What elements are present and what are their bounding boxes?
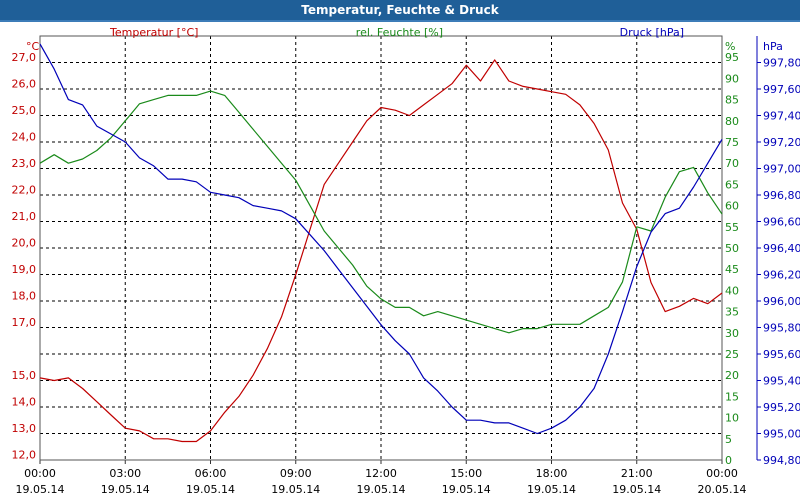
x-tick-time: 09:00: [280, 467, 312, 480]
plot-frame: [39, 35, 723, 461]
x-tick-time: 00:00: [24, 467, 56, 480]
pressure-unit: hPa: [763, 40, 783, 53]
x-tick-date: 20.05.14: [698, 483, 747, 496]
chart-canvas: 00:00 19.05.14 03:00 19.05.14 06:00 19.05.14 0…: [12, 26, 800, 496]
x-tick-date: 19.05.14: [186, 483, 235, 496]
x-tick-time: 03:00: [109, 467, 141, 480]
pressure-tick-label: 994,80: [763, 454, 800, 467]
temperature-unit: °C: [26, 40, 40, 53]
x-tick-date: 19.05.14: [612, 483, 661, 496]
pressure-tick-label: 996,80: [763, 189, 800, 202]
x-tick-time: 15:00: [450, 467, 482, 480]
humidity-tick-label: 5: [725, 433, 732, 446]
temperature-axis-title: Temperatur [°C]: [109, 26, 198, 39]
humidity-axis-title: rel. Feuchte [%]: [356, 26, 443, 39]
x-tick-time: 21:00: [621, 467, 653, 480]
pressure-tick-label: 996,40: [763, 242, 800, 255]
pressure-series-line: [39, 43, 723, 435]
humidity-tick-label: 35: [725, 306, 739, 319]
pressure-tick-label: 996,00: [763, 295, 800, 308]
x-tick-time: 18:00: [536, 467, 568, 480]
pressure-tick-label: 997,80: [763, 57, 800, 70]
x-tick-date: 19.05.14: [357, 483, 406, 496]
humidity-tick-label: 75: [725, 136, 739, 149]
pressure-tick-label: 997,40: [763, 110, 800, 123]
humidity-tick-label: 15: [725, 390, 739, 403]
temperature-tick-label: 12,0: [12, 449, 37, 462]
pressure-tick-label: 995,20: [763, 401, 800, 414]
pressure-tick-label: 997,00: [763, 163, 800, 176]
humidity-tick-label: 90: [725, 72, 739, 85]
pressure-tick-label: 995,60: [763, 348, 800, 361]
x-tick-date: 19.05.14: [271, 483, 320, 496]
temperature-tick-label: 19,0: [12, 263, 37, 276]
humidity-tick-label: 60: [725, 200, 739, 213]
humidity-tick-label: 25: [725, 348, 739, 361]
humidity-tick-label: 95: [725, 51, 739, 64]
temperature-series-line: [39, 59, 723, 443]
humidity-series-line: [39, 90, 723, 334]
x-tick-time: 00:00: [706, 467, 738, 480]
temperature-tick-label: 26,0: [12, 78, 37, 91]
pressure-tick-label: 997,20: [763, 136, 800, 149]
humidity-tick-label: 45: [725, 263, 739, 276]
humidity-tick-label: 40: [725, 284, 739, 297]
x-tick-date: 19.05.14: [101, 483, 150, 496]
humidity-tick-label: 0: [725, 454, 732, 467]
temperature-tick-label: 17,0: [12, 316, 37, 329]
window-title-bar: Temperatur, Feuchte & Druck: [0, 0, 800, 22]
temperature-tick-label: 13,0: [12, 422, 37, 435]
temperature-tick-label: 25,0: [12, 104, 37, 117]
x-tick-time: 12:00: [365, 467, 397, 480]
temperature-tick-label: 27,0: [12, 51, 37, 64]
pressure-axis-title: Druck [hPa]: [620, 26, 684, 39]
temperature-tick-label: 24,0: [12, 131, 37, 144]
window-title: Temperatur, Feuchte & Druck: [301, 3, 499, 17]
pressure-tick-label: 997,60: [763, 83, 800, 96]
temperature-tick-label: 18,0: [12, 290, 37, 303]
humidity-tick-label: 70: [725, 157, 739, 170]
humidity-tick-label: 55: [725, 221, 739, 234]
x-tick-date: 19.05.14: [16, 483, 65, 496]
pressure-tick-label: 995,80: [763, 322, 800, 335]
temperature-tick-label: 15,0: [12, 369, 37, 382]
humidity-tick-label: 80: [725, 115, 739, 128]
humidity-tick-label: 50: [725, 242, 739, 255]
humidity-tick-label: 20: [725, 369, 739, 382]
humidity-tick-label: 10: [725, 412, 739, 425]
humidity-tick-label: 65: [725, 178, 739, 191]
pressure-tick-label: 995,00: [763, 428, 800, 441]
temperature-tick-label: 20,0: [12, 237, 37, 250]
x-tick-time: 06:00: [195, 467, 227, 480]
temperature-tick-label: 23,0: [12, 157, 37, 170]
pressure-tick-label: 996,60: [763, 216, 800, 229]
pressure-tick-label: 996,20: [763, 269, 800, 282]
temperature-tick-label: 14,0: [12, 396, 37, 409]
humidity-tick-label: 85: [725, 94, 739, 107]
x-tick-date: 19.05.14: [442, 483, 491, 496]
temperature-tick-label: 22,0: [12, 184, 37, 197]
x-tick-date: 19.05.14: [527, 483, 576, 496]
temperature-tick-label: 21,0: [12, 210, 37, 223]
humidity-tick-label: 30: [725, 327, 739, 340]
pressure-tick-label: 995,40: [763, 375, 800, 388]
humidity-unit: %: [725, 40, 735, 53]
